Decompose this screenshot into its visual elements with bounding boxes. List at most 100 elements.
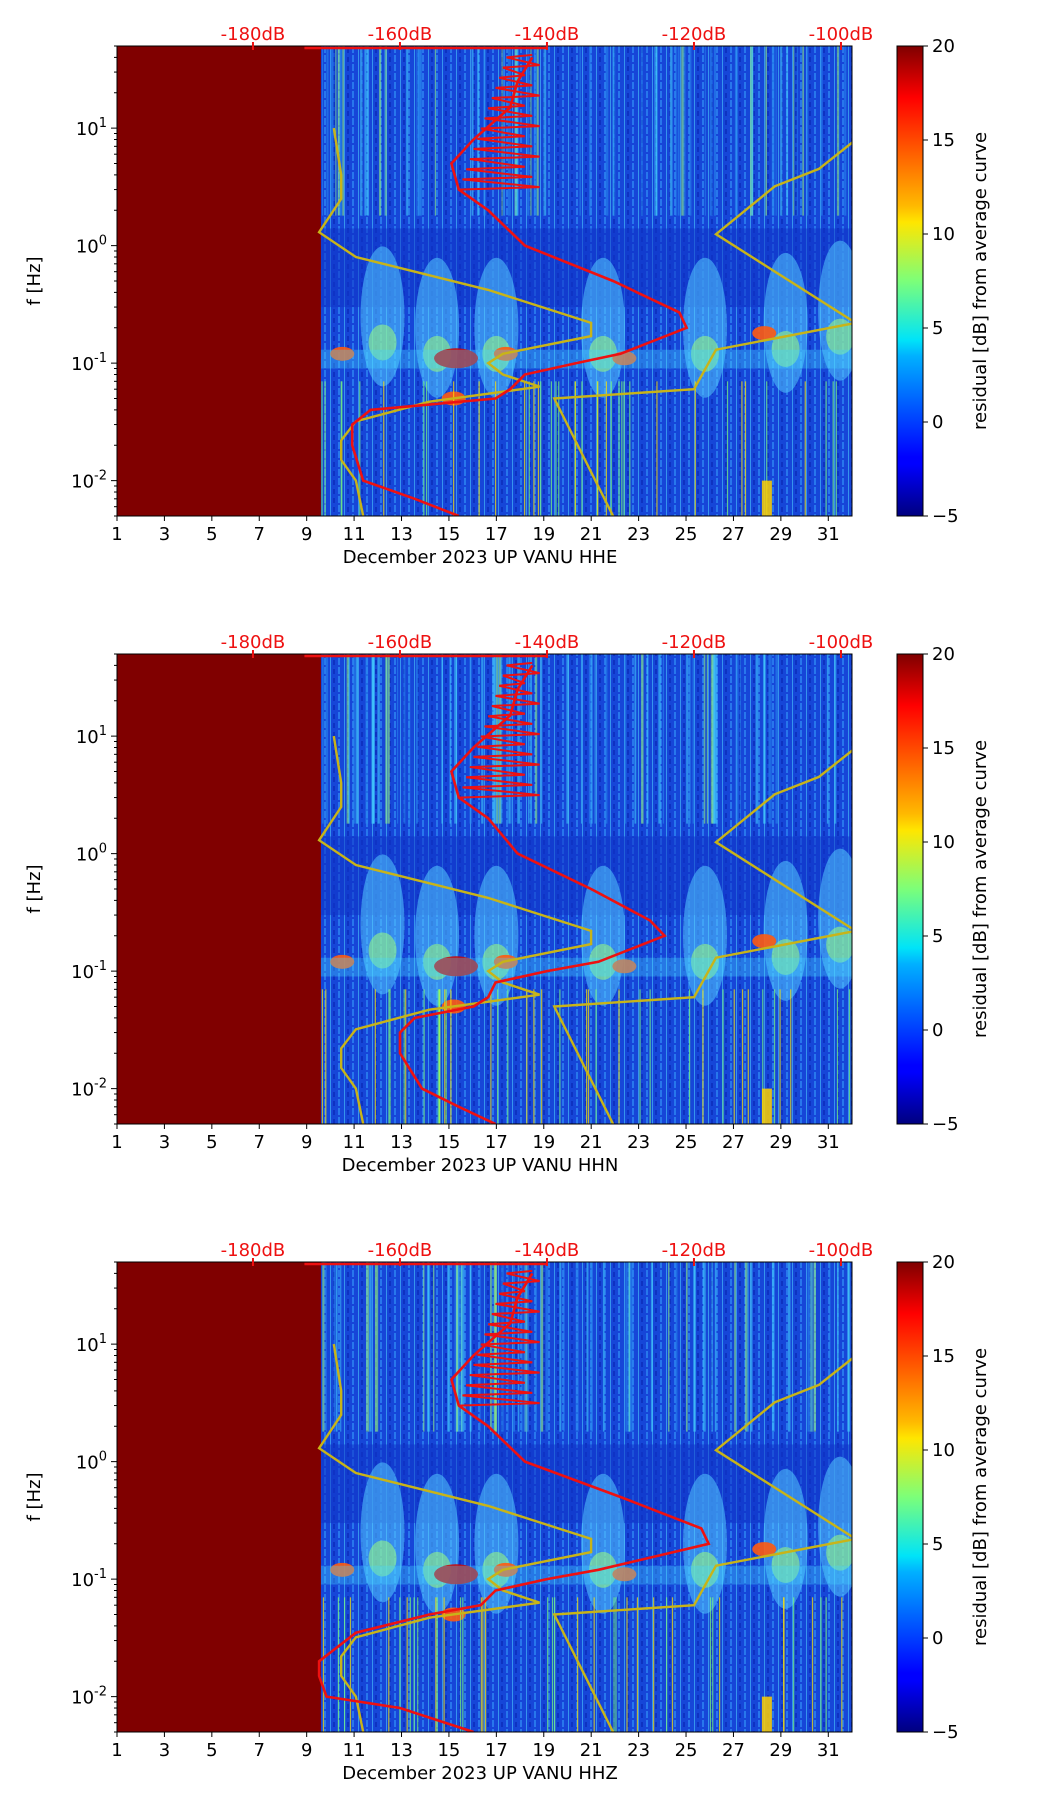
hf-streak [534, 1262, 538, 1432]
storm-core [691, 943, 719, 980]
lf-spike [709, 1597, 712, 1732]
lf-spike [462, 1597, 464, 1732]
x-tick-label: 9 [301, 1740, 312, 1761]
hf-streak [366, 46, 370, 216]
storm-core [771, 938, 800, 975]
hf-streak [775, 654, 779, 824]
hf-streak [357, 654, 359, 824]
hf-streak [535, 654, 538, 824]
lf-spike [618, 381, 620, 516]
hf-streak [692, 654, 695, 824]
hf-streak [710, 654, 714, 824]
storm-core [691, 335, 719, 372]
nhnm-curve [552, 141, 852, 516]
lf-yellow-band [761, 480, 772, 516]
colorbar [896, 653, 924, 1125]
hf-streak [337, 46, 340, 216]
hf-streak [750, 1262, 753, 1432]
lf-spike [423, 381, 425, 516]
hf-streak [683, 46, 686, 216]
hf-streak [454, 1262, 458, 1432]
hf-streak [385, 654, 388, 824]
hf-streak [641, 654, 644, 824]
lf-spike [383, 381, 385, 516]
hf-streak [641, 46, 643, 216]
lf-spike [526, 989, 528, 1124]
lf-spike [653, 1597, 655, 1732]
hf-streak [423, 1262, 425, 1432]
lf-spike [399, 1597, 401, 1732]
lf-spike [403, 989, 405, 1124]
x-tick-label: 11 [343, 524, 366, 545]
hf-streak [326, 46, 329, 216]
lf-spike [426, 381, 428, 516]
storm-blob [581, 1473, 626, 1614]
x-tick-label: 1 [111, 1740, 122, 1761]
lf-spike [593, 1597, 595, 1732]
x-tick-label: 5 [206, 524, 217, 545]
colorbar [896, 1261, 924, 1733]
x-tick-label: 29 [769, 524, 792, 545]
hf-streak [447, 1262, 450, 1432]
lf-spike [423, 989, 425, 1124]
hf-streak [628, 1262, 631, 1432]
hf-streak [658, 654, 661, 824]
hf-streak [419, 46, 423, 216]
y-axis-label: f [Hz] [24, 256, 45, 305]
x-tick-label: 29 [769, 1740, 792, 1761]
lf-spike [445, 989, 447, 1124]
lf-spike [623, 381, 625, 516]
hf-streak [521, 1262, 523, 1432]
hf-streak [590, 1262, 592, 1432]
hf-streak [512, 1262, 516, 1432]
lf-spike [577, 1597, 579, 1732]
nlnm-curve [317, 1343, 593, 1732]
lf-spike [694, 381, 696, 516]
storm-blob [415, 257, 460, 398]
hf-streak [806, 46, 809, 216]
hf-streak [515, 46, 518, 216]
x-tick-label: 17 [485, 524, 508, 545]
hf-streak [625, 1262, 629, 1432]
colorbar-tick-label: 15 [932, 130, 955, 151]
hf-streak [771, 1262, 775, 1432]
hf-streak [530, 46, 532, 216]
y-axis-label: f [Hz] [24, 864, 45, 913]
colorbar-tick-label: 0 [932, 1020, 943, 1041]
hf-streak [704, 46, 706, 216]
hf-streak [454, 654, 458, 824]
colorbar-tick-label: 15 [932, 738, 955, 759]
hf-streak [686, 654, 688, 824]
plot-area [117, 1262, 852, 1732]
hf-streak [469, 654, 472, 824]
lf-spike [524, 381, 526, 516]
lf-spike [435, 1597, 437, 1732]
hf-streak [575, 1262, 579, 1432]
lf-spike [615, 1597, 617, 1732]
hf-streak [330, 46, 334, 216]
x-tick-label: 7 [254, 524, 265, 545]
lf-spike [374, 989, 376, 1124]
lf-spike [741, 381, 743, 516]
hf-streak [340, 1262, 342, 1432]
lf-spike [639, 989, 641, 1124]
hf-streak [838, 46, 840, 216]
hf-streak [348, 654, 350, 824]
hf-streak [432, 1262, 435, 1432]
lf-spike [551, 1597, 554, 1732]
hot-spot [752, 1542, 777, 1557]
hf-streak [820, 46, 823, 216]
db-tick-label: -120dB [662, 632, 727, 653]
db-tick-label: -120dB [662, 1240, 727, 1261]
x-tick-label: 7 [254, 1740, 265, 1761]
lf-spike [618, 989, 620, 1124]
hf-streak [366, 1262, 369, 1432]
hot-spot [330, 346, 355, 361]
lf-spike [528, 381, 530, 516]
hf-streak [543, 46, 547, 216]
hf-streak [579, 46, 581, 216]
hf-streak [775, 46, 777, 216]
x-tick-label: 27 [722, 524, 745, 545]
storm-core [771, 330, 800, 367]
